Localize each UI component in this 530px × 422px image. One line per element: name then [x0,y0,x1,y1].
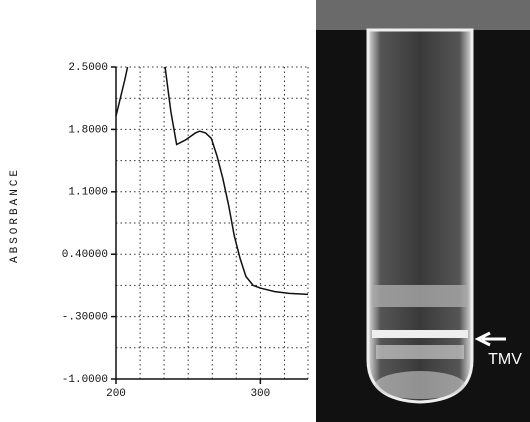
y-tick-label: -.30000 [62,312,108,324]
band [372,285,468,307]
y-tick-label: 1.8000 [68,124,108,136]
y-tick-label: -1.0000 [62,374,108,386]
band [376,345,464,359]
photo-label: TMV [488,351,522,368]
x-tick-label: 200 [106,388,126,400]
y-axis-label: ABSORBANCE [9,167,21,263]
y-tick-label: 2.5000 [68,62,108,74]
photo-top [316,0,530,30]
y-tick-label: 0.40000 [62,249,108,261]
data-line [115,66,309,296]
pellet [375,371,465,399]
x-tick-label: 300 [250,388,270,400]
y-tick-label: 1.1000 [68,187,108,199]
tube [366,28,474,404]
photo: TMV [316,0,530,422]
plot: 2.5000 1.8000 1.1000 0.40000 -.30000 -1.0000 2… [62,62,309,400]
arrow [474,331,506,347]
band [372,330,468,338]
